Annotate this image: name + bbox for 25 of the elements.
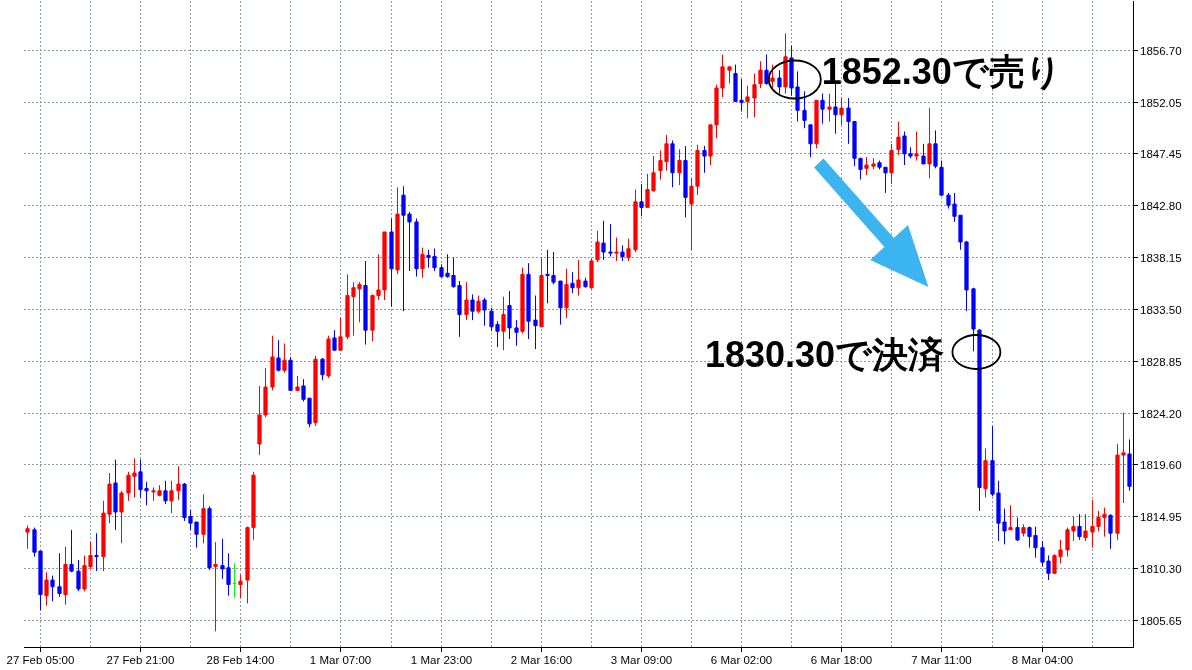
x-tick-label: 2 Mar 16:00 <box>510 654 573 666</box>
y-tick-label: 1824.20 <box>1140 407 1182 420</box>
y-tick-label: 1814.95 <box>1140 510 1182 523</box>
x-tick-label: 1 Mar 07:00 <box>309 654 372 666</box>
x-tick-label: 28 Feb 14:00 <box>206 654 275 666</box>
y-tick-label: 1828.85 <box>1140 355 1182 368</box>
y-tick-label: 1852.05 <box>1140 96 1182 109</box>
x-tick-label: 6 Mar 18:00 <box>810 654 873 666</box>
x-tick-label: 3 Mar 09:00 <box>610 654 673 666</box>
x-tick-label: 7 Mar 11:00 <box>911 654 972 666</box>
y-tick-label: 1805.65 <box>1140 614 1182 627</box>
x-tick-label: 6 Mar 02:00 <box>710 654 773 666</box>
x-tick-label: 1 Mar 23:00 <box>410 654 473 666</box>
y-tick-label: 1819.60 <box>1140 458 1182 471</box>
y-tick-label: 1842.80 <box>1140 199 1182 212</box>
annotation: 1852.30で売り <box>821 50 1062 92</box>
y-tick-label: 1838.15 <box>1140 251 1182 264</box>
y-tick-label: 1810.30 <box>1140 562 1182 575</box>
x-tick-label: 8 Mar 04:00 <box>1011 654 1074 666</box>
x-tick-label: 27 Feb 21:00 <box>106 654 175 666</box>
y-tick-label: 1847.45 <box>1140 147 1182 160</box>
x-tick-label: 27 Feb 05:00 <box>6 654 75 666</box>
y-tick-label: 1856.70 <box>1140 44 1182 57</box>
annotation: 1830.30で決済 <box>704 333 945 375</box>
y-tick-label: 1833.50 <box>1140 303 1182 316</box>
